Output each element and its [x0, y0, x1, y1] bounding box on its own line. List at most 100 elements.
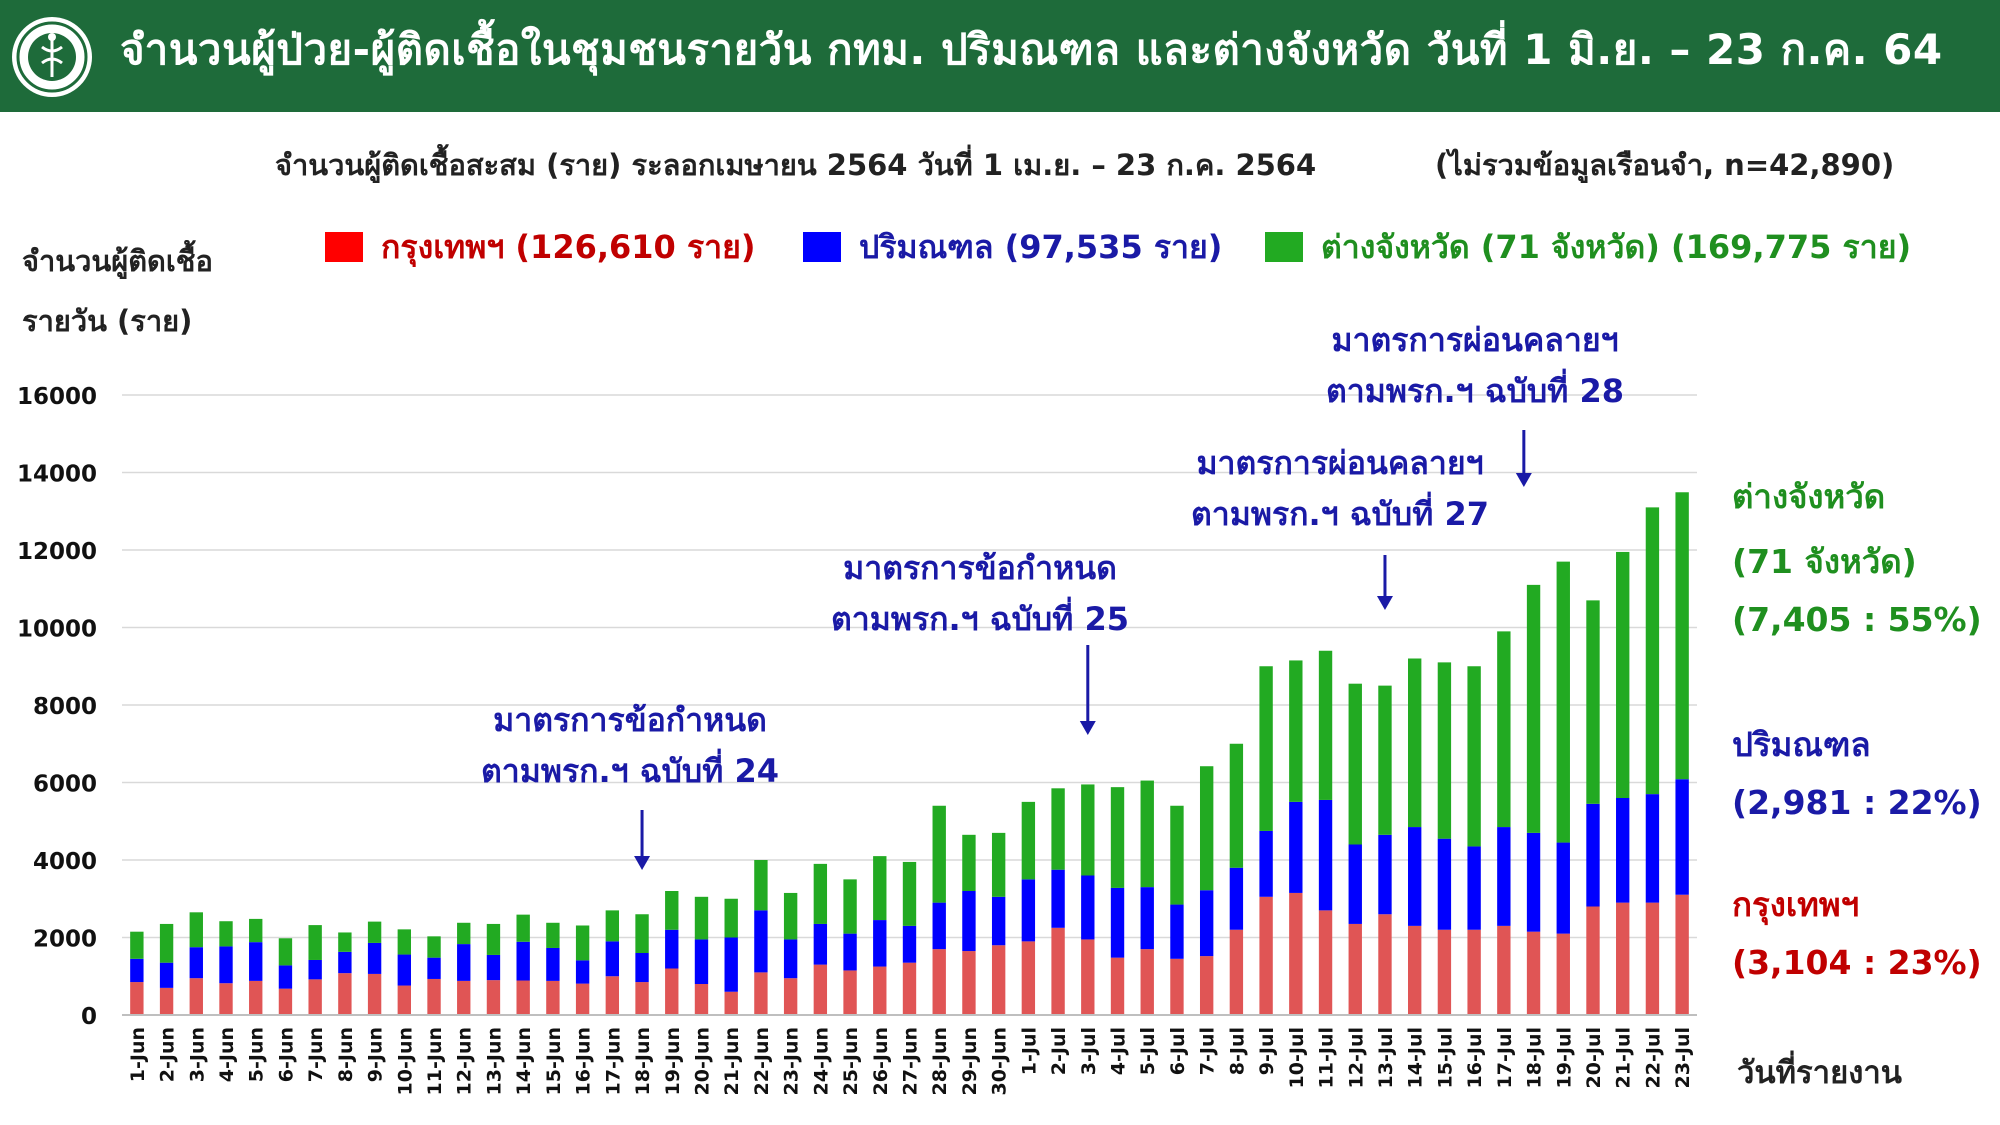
bar-segment-bangkok [902, 962, 917, 1015]
bar-segment-bangkok [278, 988, 293, 1015]
bar-segment-bangkok [1199, 956, 1214, 1015]
bar-segment-upcountry [724, 898, 738, 938]
bar-segment-bangkok [1467, 929, 1481, 1015]
bar-segment-bangkok [1140, 949, 1154, 1015]
x-tick-label: 6-Jul [1167, 1027, 1189, 1075]
bar-segment-vicinity [219, 946, 233, 984]
y-axis-label-line1: จำนวนผู้ติดเชื้อ [22, 244, 213, 278]
bar-segment-bangkok [338, 973, 352, 1015]
bar-segment-upcountry [843, 879, 857, 934]
annotation-27: มาตรการผ่อนคลายฯ ตามพรก.ฯ ฉบับที่ 27 [1175, 438, 1505, 540]
x-tick-label: 22-Jun [751, 1027, 773, 1095]
x-tick-label: 5-Jul [1137, 1027, 1159, 1075]
bar-segment-upcountry [130, 931, 144, 959]
bar-segment-vicinity [843, 933, 857, 971]
bar-segment-bangkok [1675, 894, 1689, 1015]
bar-segment-upcountry [1437, 662, 1452, 839]
bar-segment-vicinity [338, 951, 352, 974]
bar-segment-bangkok [575, 983, 590, 1015]
bar-segment-bangkok [1378, 914, 1392, 1015]
bar-segment-upcountry [932, 805, 946, 903]
bar-segment-vicinity [486, 954, 501, 981]
bar-segment-upcountry [575, 925, 590, 961]
bar-segment-vicinity [1467, 846, 1481, 930]
bar-segment-upcountry [1259, 666, 1273, 831]
bar-segment-bangkok [1556, 933, 1570, 1015]
bar-segment-upcountry [1170, 805, 1184, 905]
bar-segment-vicinity [665, 929, 679, 969]
bar-segment-bangkok [130, 982, 144, 1015]
bar-segment-bangkok [1110, 957, 1125, 1015]
x-tick-label: 6-Jun [275, 1027, 297, 1082]
bar-segment-bangkok [1497, 925, 1511, 1015]
bar-segment-vicinity [1140, 887, 1154, 950]
bar-segment-vicinity [1675, 779, 1689, 895]
bar-segment-bangkok [843, 970, 857, 1015]
x-tick-label: 3-Jun [186, 1027, 208, 1082]
bar-segment-upcountry [902, 861, 917, 926]
side-vicinity-line1: ปริมณฑล [1732, 725, 1871, 764]
bar-segment-vicinity [1021, 879, 1036, 942]
bar-segment-bangkok [873, 966, 887, 1015]
bar-segment-vicinity [1526, 832, 1541, 932]
x-tick-label: 22-Jul [1642, 1027, 1664, 1088]
legend-label-upcountry: ต่างจังหวัด (71 จังหวัด) (169,775 ราย) [1321, 228, 1912, 266]
y-axis-label-line2: รายวัน (ราย) [22, 304, 193, 338]
x-tick-label: 25-Jun [840, 1027, 862, 1095]
annotation-arrow-head [1079, 721, 1096, 735]
bar-segment-upcountry [1140, 780, 1154, 888]
bar-segment-vicinity [1051, 869, 1065, 928]
ministry-seal-icon [12, 17, 92, 97]
bar-segment-bangkok [1318, 910, 1333, 1015]
bar-segment-bangkok [159, 987, 174, 1015]
bar-segment-upcountry [1289, 660, 1303, 802]
bar-segment-bangkok [1616, 902, 1630, 1015]
bar-segment-bangkok [546, 980, 560, 1015]
bar-segment-upcountry [546, 922, 560, 948]
annotation-28-line2: ตามพรก.ฯ ฉบับที่ 28 [1326, 372, 1624, 410]
bar-segment-vicinity [1497, 827, 1511, 926]
x-tick-label: 10-Jun [394, 1027, 416, 1095]
bar-segment-vicinity [902, 925, 917, 963]
x-tick-label: 7-Jun [305, 1027, 327, 1082]
y-tick-label: 2000 [33, 927, 97, 953]
bar-segment-vicinity [783, 939, 798, 979]
bar-segment-vicinity [1586, 803, 1600, 907]
bar-segment-upcountry [189, 912, 203, 948]
bar-segment-bangkok [754, 972, 768, 1015]
bar-segment-vicinity [724, 937, 738, 992]
side-bangkok-line2: (3,104 : 23%) [1732, 943, 1982, 982]
bar-segment-upcountry [1378, 685, 1392, 835]
bar-segment-upcountry [1556, 561, 1570, 843]
bar-segment-vicinity [1110, 887, 1125, 958]
bar-segment-upcountry [308, 925, 322, 960]
bar-segment-vicinity [367, 942, 382, 974]
bar-segment-vicinity [159, 962, 174, 988]
annotation-arrow-head [1376, 596, 1393, 610]
bar-segment-bangkok [457, 980, 471, 1015]
x-tick-label: 18-Jul [1524, 1027, 1546, 1088]
bar-segment-upcountry [635, 914, 649, 953]
bar-segment-vicinity [1408, 827, 1422, 926]
bar-segment-upcountry [1467, 666, 1481, 847]
bar-segment-upcountry [1199, 766, 1214, 891]
annotation-25-line2: ตามพรก.ฯ ฉบับที่ 25 [831, 600, 1129, 638]
chart-subtitle-note: (ไม่รวมข้อมูลเรือนจำ, n=42,890) [1435, 148, 1895, 182]
x-tick-label: 9-Jun [365, 1027, 387, 1082]
bar-segment-upcountry [367, 921, 382, 943]
x-tick-label: 19-Jun [662, 1027, 684, 1095]
x-tick-label: 26-Jun [870, 1027, 892, 1095]
bar-segment-upcountry [1675, 492, 1689, 780]
x-tick-label: 19-Jul [1553, 1027, 1575, 1088]
side-label-bangkok: กรุงเทพฯ (3,104 : 23%) [1732, 878, 1982, 982]
bar-segment-vicinity [516, 941, 530, 981]
bar-segment-vicinity [189, 947, 203, 979]
bar-segment-upcountry [783, 892, 798, 940]
bar-segment-bangkok [1259, 896, 1273, 1015]
bar-segment-upcountry [1526, 584, 1541, 833]
legend-swatch-bangkok [325, 232, 363, 262]
bar-segment-upcountry [397, 929, 411, 955]
bar-segment-bangkok [397, 985, 411, 1015]
bar-segment-vicinity [575, 960, 590, 984]
x-tick-label: 21-Jun [721, 1027, 743, 1095]
